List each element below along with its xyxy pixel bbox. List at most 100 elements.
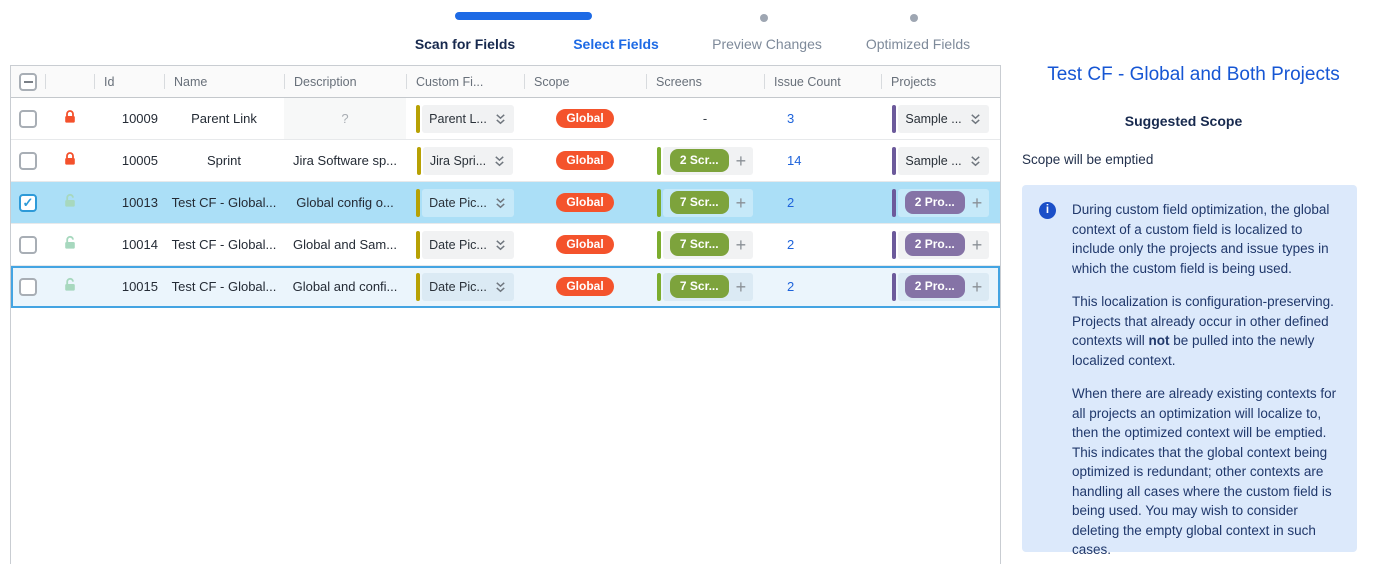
issue-count-link[interactable]: 2 [787,279,795,294]
projects-bar [892,146,897,175]
info-paragraph: When there are already existing contexts… [1072,386,1337,557]
scope-badge: Global [556,193,614,212]
header-projects[interactable]: Projects [881,66,1000,97]
field-id: 10013 [121,195,158,210]
expand-chevron-icon[interactable] [494,280,507,294]
table-row[interactable]: 10014 Test CF - Global... Global and Sam… [11,224,1000,266]
field-name: Sprint [207,153,241,168]
table-row[interactable]: 10009 Parent Link ? Parent L... Global -… [11,98,1000,140]
add-icon[interactable]: + [971,276,983,297]
field-type-label: Jira Spri... [429,153,487,168]
field-description: Global config o... [296,195,394,210]
projects-pill[interactable]: 2 Pro... [904,233,965,256]
add-icon[interactable]: + [735,276,747,297]
add-icon[interactable]: + [735,192,747,213]
add-icon[interactable]: + [971,192,983,213]
info-paragraph: This localization is configuration-prese… [1072,294,1334,368]
panel-title: Test CF - Global and Both Projects [1047,64,1340,85]
header-custom-field-type[interactable]: Custom Fi... [406,66,524,97]
header-name[interactable]: Name [164,66,284,97]
scope-badge: Global [556,151,614,170]
row-checkbox[interactable] [19,235,37,254]
field-name: Test CF - Global... [171,195,277,210]
header-description[interactable]: Description [284,66,406,97]
field-name: Test CF - Global... [171,237,277,252]
field-description: Global and Sam... [292,237,398,252]
header-lock [45,66,94,97]
projects-pill[interactable]: 2 Pro... [904,275,965,298]
scope-badge: Global [556,277,614,296]
issue-count-link[interactable]: 2 [787,237,795,252]
expand-chevron-icon[interactable] [494,238,507,252]
scope-status-text: Scope will be emptied [1022,152,1154,167]
step-dot-preview-changes [760,14,768,22]
progress-tracker: Scan for Fields Select Fields Preview Ch… [390,5,994,57]
field-type-bar [416,104,421,133]
screens-pill[interactable]: 7 Scr... [669,191,729,214]
header-id[interactable]: Id [94,66,164,97]
expand-chevron-icon[interactable] [494,112,507,126]
projects-bar [891,188,896,217]
expand-chevron-icon[interactable] [494,196,507,210]
header-issue-count[interactable]: Issue Count [764,66,881,97]
field-name: Parent Link [191,111,257,126]
projects-bar [892,104,897,133]
field-id: 10009 [121,111,158,126]
expand-chevron-icon[interactable] [969,112,982,126]
info-message: i During custom field optimization, the … [1022,185,1357,557]
field-type-label: Date Pic... [429,279,487,294]
screens-pill[interactable]: 7 Scr... [669,233,729,256]
locked-icon [62,109,78,128]
projects-bar [891,230,896,259]
step-optimized-fields: Optimized Fields [865,36,971,52]
header-scope[interactable]: Scope [524,66,646,97]
custom-fields-table: Id Name Description Custom Fi... Scope S… [10,65,1001,564]
header-screens[interactable]: Screens [646,66,764,97]
projects-bar [891,272,896,301]
row-checkbox[interactable] [19,109,37,128]
screens-pill[interactable]: 7 Scr... [669,275,729,298]
projects-label: Sample ... [905,153,962,168]
field-type-bar [416,188,421,217]
field-type-label: Parent L... [429,111,487,126]
step-dot-optimized-fields [910,14,918,22]
issue-count-link[interactable]: 3 [787,111,795,126]
step-scan-for-fields: Scan for Fields [414,36,516,52]
field-id: 10014 [121,237,158,252]
expand-chevron-icon[interactable] [493,154,506,168]
unlocked-icon [62,277,78,296]
screens-empty: - [702,111,708,126]
row-checkbox[interactable] [19,277,37,296]
scope-badge: Global [556,235,614,254]
field-description: Jira Software sp... [292,153,398,168]
field-type-bar [416,272,421,301]
issue-count-link[interactable]: 14 [787,153,802,168]
row-checkbox[interactable] [19,193,37,212]
screens-pill[interactable]: 2 Scr... [669,149,729,172]
locked-icon [62,151,78,170]
table-header: Id Name Description Custom Fi... Scope S… [11,66,1000,98]
scope-badge: Global [556,109,614,128]
projects-pill[interactable]: 2 Pro... [904,191,965,214]
field-name: Test CF - Global... [171,279,277,294]
add-icon[interactable]: + [971,234,983,255]
step-preview-changes: Preview Changes [712,36,822,52]
info-icon: i [1039,202,1056,219]
suggested-scope-heading: Suggested Scope [1124,113,1243,129]
row-checkbox[interactable] [19,151,37,170]
field-type-label: Date Pic... [429,237,487,252]
screens-bar [656,146,661,175]
table-row[interactable]: 10015 Test CF - Global... Global and con… [11,266,1000,308]
add-icon[interactable]: + [735,234,747,255]
projects-label: Sample ... [905,111,962,126]
add-icon[interactable]: + [735,150,747,171]
table-row[interactable]: 10005 Sprint Jira Software sp... Jira Sp… [11,140,1000,182]
issue-count-link[interactable]: 2 [787,195,795,210]
select-all-checkbox[interactable] [19,72,37,91]
progress-bar [455,12,592,20]
detail-panel: Test CF - Global and Both Projects Sugge… [1001,0,1380,564]
expand-chevron-icon[interactable] [969,154,982,168]
step-select-fields: Select Fields [573,36,659,52]
table-row[interactable]: 10013 Test CF - Global... Global config … [11,182,1000,224]
screens-bar [656,188,661,217]
